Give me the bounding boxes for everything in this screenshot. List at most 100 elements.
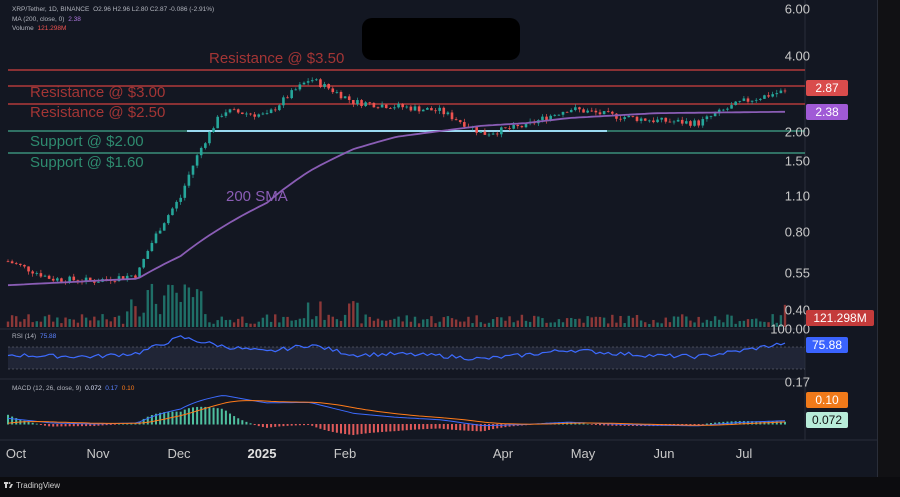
macd-histogram-bar	[697, 424, 700, 426]
macd-histogram-bar	[352, 424, 355, 436]
volume-bar	[158, 314, 162, 327]
candle	[130, 275, 133, 277]
candle	[771, 94, 774, 97]
rsi-label[interactable]: RSI (14)	[12, 333, 37, 340]
symbol-info: XRP/Tether, 1D, BINANCE O2.96 H2.96 L2.8…	[12, 6, 216, 13]
candle	[179, 197, 182, 202]
volume-bar	[586, 316, 589, 327]
volume-bar	[220, 316, 223, 327]
macd-histogram-bar	[245, 421, 248, 425]
volume-bar	[150, 283, 154, 327]
volume-bar	[126, 311, 129, 327]
volume-bar	[701, 322, 704, 327]
candle	[500, 127, 503, 135]
volume-bar	[64, 317, 67, 327]
volume-label[interactable]: Volume	[12, 25, 34, 32]
rsi-value: 75.88	[40, 333, 57, 340]
macd-histogram-bar	[348, 424, 351, 435]
macd-histogram-bar	[23, 420, 26, 425]
candle	[763, 95, 766, 99]
macd-histogram-bar	[623, 424, 626, 426]
volume-value: 121.298M	[37, 25, 67, 32]
tradingview-brand[interactable]: TradingView	[16, 481, 61, 490]
volume-bar	[500, 317, 503, 327]
candle	[319, 79, 322, 87]
macd-histogram-bar	[377, 424, 379, 433]
macd-histogram-bar	[446, 424, 449, 430]
macd-histogram-bar	[710, 423, 712, 425]
candle	[685, 121, 688, 124]
macd-histogram-bar	[705, 423, 708, 425]
macd-histogram-bar	[196, 406, 199, 425]
candle	[767, 95, 770, 97]
y-tick-150: 1.50	[784, 153, 810, 169]
candle	[290, 90, 293, 99]
volume-bar	[163, 295, 166, 327]
symbol-title[interactable]: XRP/Tether, 1D, BINANCE	[12, 6, 90, 13]
candle	[302, 82, 306, 85]
candle	[56, 278, 59, 281]
volume-bar	[204, 314, 207, 327]
macd-histogram-bar	[187, 408, 190, 425]
candle	[335, 92, 339, 93]
volume-bar	[290, 320, 293, 327]
volume-bar	[635, 314, 639, 327]
ma-label[interactable]: MA (200, close, 0)	[12, 16, 65, 23]
candle	[199, 147, 203, 156]
volume-bar	[389, 319, 392, 327]
candle	[450, 112, 454, 120]
volume-bar	[265, 314, 269, 327]
macd-label[interactable]: MACD (12, 26, close, 9)	[12, 385, 82, 392]
sma-200-line	[7, 110, 785, 287]
volume-bar	[426, 319, 429, 327]
macd-value-signal: 0.10	[121, 385, 135, 392]
volume-bar	[783, 304, 787, 327]
candle	[142, 258, 145, 268]
candle	[212, 128, 215, 132]
volume-bar	[759, 321, 762, 327]
y-tick-110: 1.10	[784, 188, 810, 204]
macd-histogram-bar	[163, 412, 166, 425]
candle	[150, 242, 154, 252]
macd-info: MACD (12, 26, close, 9) 0.072 0.17 0.10	[12, 385, 136, 392]
candle	[759, 98, 762, 100]
volume-bar	[520, 314, 524, 327]
volume-bar	[397, 316, 400, 327]
macd-histogram-bar	[611, 424, 614, 426]
volume-bar	[35, 321, 38, 327]
macd-histogram-bar	[311, 424, 314, 426]
x-tick-dec: Dec	[167, 446, 191, 461]
macd-histogram-bar	[35, 423, 38, 425]
candle	[726, 108, 729, 110]
macd-histogram-bar	[500, 424, 503, 428]
macd-value-hist: 0.17	[105, 385, 118, 392]
volume-bar	[454, 319, 458, 327]
volume-bar	[237, 318, 240, 327]
macd-top-tick: 0.17	[784, 374, 810, 390]
volume-bar	[450, 318, 454, 327]
macd-histogram-bar	[56, 424, 59, 427]
macd-histogram-bar	[594, 424, 597, 425]
volume-bar	[487, 322, 491, 327]
price-chart[interactable]	[0, 0, 878, 477]
ma-badge: 2.38	[806, 104, 848, 120]
macd-histogram-bar	[126, 423, 129, 425]
candle	[257, 114, 261, 117]
volume-bar	[750, 319, 754, 327]
volume-bar	[652, 319, 655, 327]
candle	[417, 106, 421, 112]
macd-histogram-bar	[212, 407, 215, 425]
candle	[282, 97, 285, 106]
volume-bar	[360, 323, 363, 327]
x-tick-jun: Jun	[653, 446, 675, 461]
candle	[713, 113, 717, 117]
volume-bar	[121, 323, 125, 327]
macd-histogram-bar	[146, 416, 149, 425]
macd-histogram-bar	[327, 424, 330, 432]
macd-histogram-bar	[237, 418, 240, 425]
macd-histogram-bar	[44, 424, 46, 426]
candle	[117, 276, 121, 282]
candle	[475, 127, 478, 133]
candle	[60, 278, 63, 282]
rsi-badge: 75.88	[806, 337, 848, 353]
